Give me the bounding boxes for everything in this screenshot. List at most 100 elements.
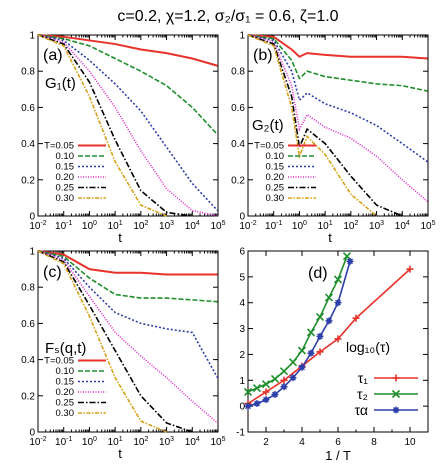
legend-label: T=0.05 [44,141,74,152]
data-point-plus [316,348,324,356]
y-tick-label: 1 [239,31,245,42]
annotation-label: log₁₀(τ) [346,339,390,355]
y-tick-label: -1 [236,428,245,439]
x-tick-label: 104 [395,220,410,232]
x-tick-label: 10-2 [29,436,46,448]
series-line-0-10 [247,34,428,92]
data-point-square [308,350,314,356]
data-point-x [342,252,352,261]
legend-label: τ₁ [358,370,369,386]
y-axis-label: Fₛ(q,t) [45,340,86,357]
y-tick-label: 0.4 [21,139,35,150]
y-tick-label: 0 [29,212,35,223]
y-tick-label: 5 [239,272,245,283]
data-point-square [245,403,251,409]
x-tick-label: 103 [369,220,384,232]
series-line-0-30 [37,34,167,217]
x-tick-label: 10-1 [265,220,282,232]
y-tick-label: 0.8 [21,67,35,78]
x-tick-label: 105 [420,220,435,232]
y-tick-label: 0.2 [21,175,35,186]
y-tick-label: 0 [29,428,35,439]
data-point-square [335,300,341,305]
data-point-x [297,346,307,355]
legend-label: 0.20 [56,387,75,398]
x-tick-label: 105 [210,436,225,448]
series-line-0-15 [37,34,219,212]
x-tick-label: 4 [299,437,305,448]
panel-label: (b) [253,47,273,64]
x-tick-label: 105 [210,220,225,232]
data-point-square [254,401,260,406]
x-axis-label: t [118,446,122,461]
legend-label: 0.10 [266,151,285,162]
x-tick-label: 10-1 [55,436,72,448]
series-line-0-25 [37,250,193,433]
y-tick-label: 0.8 [231,67,245,78]
x-tick-label: 103 [159,220,174,232]
data-point-square [290,375,296,380]
data-point-x [270,374,280,384]
x-tick-label: 100 [292,220,307,232]
y-tick-label: 2 [239,350,245,361]
x-tick-label: 2 [263,437,269,448]
plot-frame [247,34,429,217]
legend-label: 0.15 [56,162,75,173]
series-line-0-10 [37,34,219,136]
data-point-square [393,407,399,413]
data-point-plus [392,374,400,382]
data-point-plus [280,376,288,384]
x-tick-label: 10 [404,437,416,448]
series-line-t-0-05 [247,34,428,60]
data-point-square [317,334,323,339]
panel-a: 10-2 10-1 100 101 102 103 104 105 0 0.2 0.4 0.6 0.8 1… [21,31,226,246]
series-line-0-30 [37,250,167,433]
data-point-square [347,259,353,264]
legend-label: τα [355,402,368,418]
y-tick-label: 0.2 [231,175,245,186]
data-point-plus [406,265,414,273]
x-tick-label: 101 [108,220,123,232]
x-tick-label: 102 [343,220,358,232]
x-axis-label: t [328,230,332,245]
y-tick-label: 0.4 [21,355,35,366]
data-point-x [288,358,298,367]
x-tick-label: 104 [185,436,200,448]
x-tick-label: 8 [371,437,377,448]
figure-title: c=0.2, χ=1.2, σ₂/σ₁ = 0.6, ζ=1.0 [117,8,338,25]
series-line-0-10 [37,250,218,303]
series-line-0-25 [37,34,193,217]
legend-label: 0.10 [56,151,75,162]
plot-frame [37,34,219,217]
legend-label: 0.25 [266,183,285,194]
x-tick-label: 10-2 [239,220,256,232]
legend-label: 0.25 [56,183,75,194]
y-axis-label: G₁(t) [45,75,76,92]
data-point-x [243,387,253,396]
x-tick-label: 101 [108,436,123,448]
y-tick-label: 1 [29,31,35,42]
plot-frame [37,250,219,433]
legend-label: T=0.05 [44,356,74,367]
y-tick-label: 0 [239,212,245,223]
series-line-t-0-05 [37,250,218,276]
y-tick-label: 0.2 [21,391,35,402]
legend-label: τ₂ [357,386,368,402]
series-line-0-20 [37,34,218,217]
series-line-t-0-05 [37,34,218,67]
series-line-0-20 [247,34,429,203]
data-point-x [261,380,271,389]
legend-label: 0.30 [56,408,75,419]
y-tick-label: 0.4 [231,139,245,150]
x-tick-label: 102 [133,220,148,232]
legend-label: 0.30 [56,193,75,204]
legend: T=0.050.100.150.200.250.30 [254,141,316,204]
data-point-square [326,318,332,324]
data-point-plus [262,388,270,396]
y-tick-label: 6 [239,247,245,258]
y-tick-label: 1 [29,247,35,258]
panel-label: (a) [43,47,63,64]
